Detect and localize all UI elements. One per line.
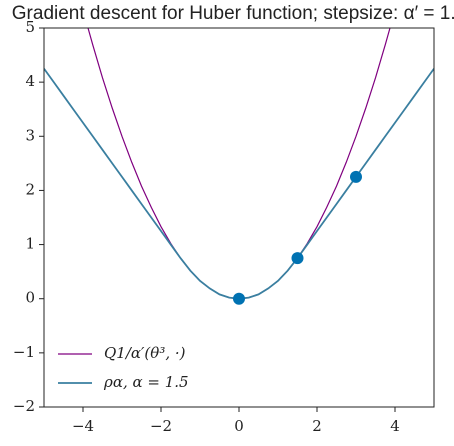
x-tick-label: 0: [234, 417, 244, 435]
x-tick-label: −2: [150, 417, 172, 435]
legend-label: Q1/α′(θ³, ·): [104, 344, 186, 362]
y-tick-label: 0: [25, 289, 35, 307]
y-tick-label: 4: [25, 72, 35, 90]
y-tick-label: −2: [13, 397, 35, 415]
y-tick-label: 1: [25, 235, 35, 253]
y-tick-label: −1: [13, 343, 35, 361]
point: [350, 170, 362, 183]
point: [233, 292, 245, 305]
legend-label: ρα, α = 1.5: [103, 373, 189, 391]
x-tick-label: 2: [312, 417, 322, 435]
plot-frame: [43, 27, 435, 408]
point: [291, 252, 304, 265]
x-tick-label: 4: [390, 417, 400, 435]
chart-title: Gradient descent for Huber function; ste…: [12, 3, 454, 24]
x-tick-label: −4: [72, 417, 94, 435]
y-tick-label: 2: [25, 180, 35, 198]
y-tick-label: 3: [25, 126, 35, 144]
y-tick-label: 5: [25, 18, 35, 36]
